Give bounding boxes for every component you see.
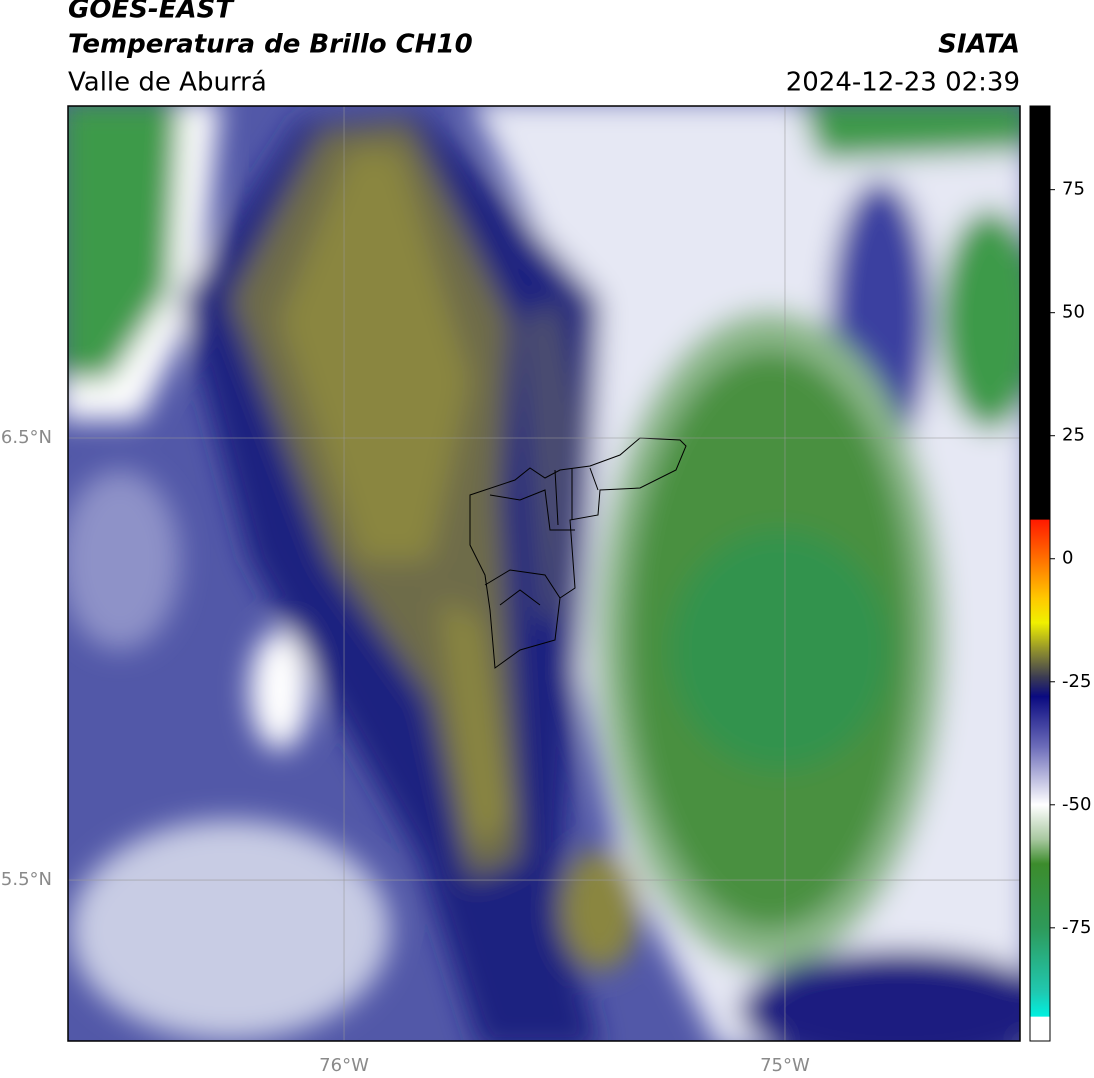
lon-label: 76°W bbox=[319, 1055, 369, 1076]
datetime: 2024-12-23 02:39 bbox=[786, 68, 1020, 98]
colorbar-label: -75 bbox=[1062, 917, 1091, 938]
source: GOES-EAST bbox=[68, 0, 235, 25]
agency: SIATA bbox=[938, 30, 1020, 60]
colorbar-label: -25 bbox=[1062, 671, 1091, 692]
cloud-field bbox=[68, 106, 1020, 1041]
colorbar-label: 25 bbox=[1062, 425, 1085, 446]
map-frame bbox=[67, 105, 1021, 1042]
satellite-image bbox=[68, 106, 1020, 1041]
region: Valle de Aburrá bbox=[68, 68, 267, 98]
lat-label: 5.5°N bbox=[1, 869, 52, 890]
municipal-boundaries bbox=[469, 437, 687, 669]
colorbar-label: 75 bbox=[1062, 179, 1085, 200]
colorbar-label: -50 bbox=[1062, 794, 1091, 815]
title: Temperatura de Brillo CH10 bbox=[68, 30, 473, 60]
colorbar bbox=[1029, 105, 1051, 1042]
colorbar-label: 0 bbox=[1062, 548, 1073, 569]
colorbar-label: 50 bbox=[1062, 302, 1085, 323]
lat-label: 6.5°N bbox=[1, 427, 52, 448]
lon-label: 75°W bbox=[760, 1055, 810, 1076]
